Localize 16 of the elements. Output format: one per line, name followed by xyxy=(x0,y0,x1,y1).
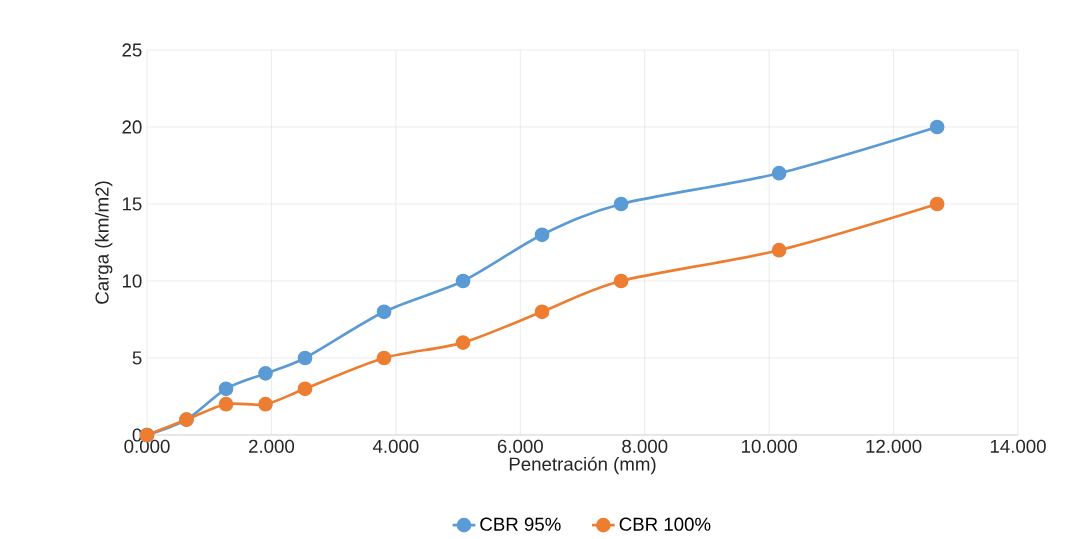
x-tick-label: 2.000 xyxy=(249,439,295,453)
x-tick-label: 8.000 xyxy=(622,439,668,453)
x-tick-label: 14.000 xyxy=(990,439,1046,453)
x-tick-label: 10.000 xyxy=(742,439,797,453)
y-tick-label: 5 xyxy=(132,351,142,365)
y-axis-title: Carga (km/m2) xyxy=(94,181,113,304)
x-axis-title: Penetración (mm) xyxy=(509,456,656,475)
x-tick-label: 12.000 xyxy=(866,439,922,453)
legend-label: CBR 100% xyxy=(619,517,711,531)
y-tick-label: 25 xyxy=(122,43,142,57)
y-tick-label: 15 xyxy=(122,197,142,211)
legend-label: CBR 95% xyxy=(480,517,561,531)
y-tick-label: 10 xyxy=(122,274,142,288)
y-tick-label: 20 xyxy=(122,120,142,134)
x-tick-label: 6.000 xyxy=(497,439,543,453)
x-tick-label: 4.000 xyxy=(372,439,419,453)
